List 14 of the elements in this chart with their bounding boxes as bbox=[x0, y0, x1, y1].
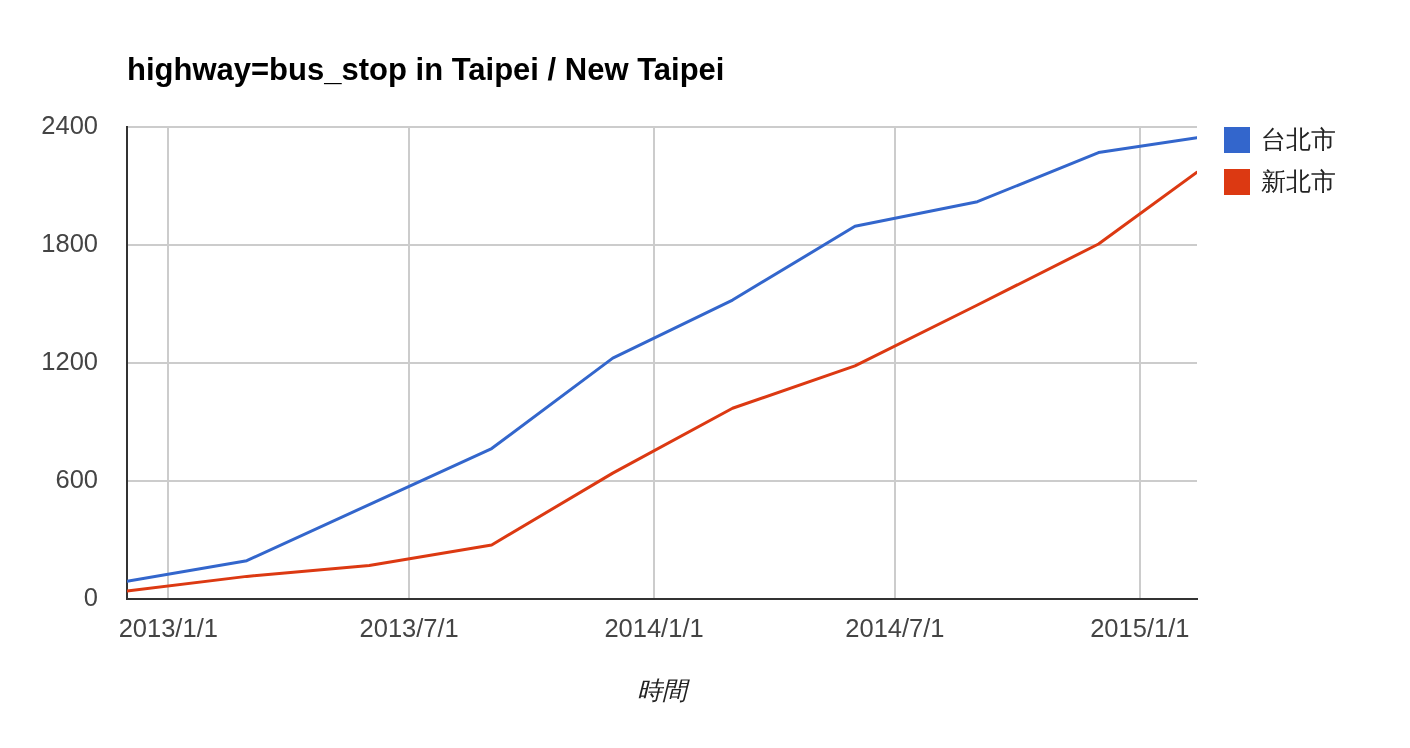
x-axis-title: 時間 bbox=[637, 675, 690, 704]
legend-label: 台北市 bbox=[1261, 124, 1336, 153]
x-tick-label: 2013/1/1 bbox=[118, 614, 218, 643]
chart-title: highway=bus_stop in Taipei / New Taipei bbox=[127, 52, 725, 87]
x-tick-label: 2014/7/1 bbox=[845, 614, 945, 643]
y-tick-label: 600 bbox=[55, 465, 98, 494]
y-tick-label: 2400 bbox=[41, 111, 98, 140]
legend-label: 新北市 bbox=[1261, 166, 1336, 195]
y-tick-label: 1800 bbox=[41, 229, 98, 258]
y-tick-label: 1200 bbox=[41, 347, 98, 376]
x-tick-label: 2014/1/1 bbox=[604, 614, 704, 643]
y-tick-label: 0 bbox=[83, 583, 98, 612]
x-tick-label: 2013/7/1 bbox=[359, 614, 459, 643]
x-tick-label: 2015/1/1 bbox=[1090, 614, 1190, 643]
